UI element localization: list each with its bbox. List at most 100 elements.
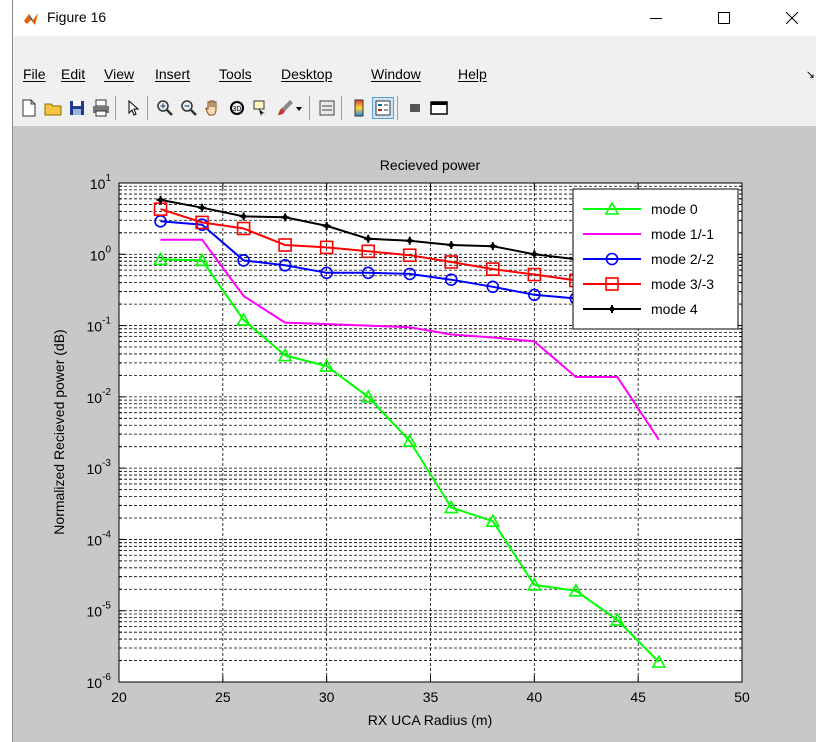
brush-icon[interactable] <box>275 98 295 118</box>
menu-window[interactable]: Window <box>371 66 421 82</box>
legend-entry[interactable]: mode 0 <box>583 201 698 217</box>
circle-marker[interactable] <box>528 288 541 302</box>
menu-file[interactable]: File <box>23 66 46 82</box>
square-marker[interactable] <box>319 240 334 255</box>
circle-marker[interactable] <box>605 252 619 266</box>
circle-marker[interactable] <box>278 259 292 272</box>
star-marker[interactable] <box>405 236 414 245</box>
star-marker[interactable] <box>198 203 207 212</box>
show-plot-tools-icon[interactable] <box>429 98 449 118</box>
maximize-button[interactable] <box>701 4 747 32</box>
pointer-icon[interactable] <box>123 98 143 118</box>
circle-marker[interactable] <box>361 266 375 280</box>
save-icon[interactable] <box>67 98 87 118</box>
open-file-icon[interactable] <box>43 98 63 118</box>
colorbar-icon[interactable] <box>349 98 369 118</box>
triangle-marker[interactable] <box>277 347 293 362</box>
y-tick-label: 101 <box>90 173 112 192</box>
triangle-marker[interactable] <box>194 252 210 267</box>
square-marker[interactable] <box>236 221 251 236</box>
toolbar-separator <box>115 96 116 120</box>
series-line[interactable] <box>160 220 576 300</box>
triangle-marker[interactable] <box>236 312 251 326</box>
square-marker[interactable] <box>527 267 542 282</box>
star-marker-dot <box>241 213 247 219</box>
star-marker[interactable] <box>530 250 539 259</box>
triangle-marker[interactable] <box>485 513 501 528</box>
star-marker[interactable] <box>364 234 373 243</box>
menu-desktop[interactable]: Desktop <box>281 66 333 82</box>
triangle-marker[interactable] <box>651 654 667 668</box>
triangle-marker[interactable] <box>526 577 542 591</box>
star-marker[interactable] <box>447 240 456 249</box>
matlab-icon <box>24 13 38 25</box>
circle-marker[interactable] <box>237 254 250 267</box>
triangle-marker[interactable] <box>443 499 459 514</box>
menu-edit[interactable]: Edit <box>61 66 86 82</box>
legend-entry[interactable]: mode 4 <box>583 301 698 317</box>
circle-marker[interactable] <box>444 273 458 287</box>
square-marker[interactable] <box>444 255 459 269</box>
hide-plot-tools-icon[interactable] <box>405 98 425 118</box>
square-marker[interactable] <box>402 248 417 263</box>
zoom-out-icon[interactable] <box>179 98 199 118</box>
rotate-3d-icon[interactable]: 3D <box>227 98 247 118</box>
legend[interactable]: mode 0 mode 1/-1 mode 2/-2 mode 3/-3 mode 4 <box>572 188 739 330</box>
dock-arrow-icon[interactable]: ↘ <box>805 69 815 81</box>
legend-entry[interactable]: mode 2/-2 <box>583 251 714 267</box>
x-axis-label: RX UCA Radius (m) <box>368 712 492 728</box>
link-plot-icon[interactable] <box>317 98 337 118</box>
circle-marker[interactable] <box>320 266 333 280</box>
legend-entry[interactable]: mode 3/-3 <box>583 276 714 292</box>
series-line[interactable] <box>160 238 660 441</box>
triangle-marker[interactable] <box>360 389 376 403</box>
square-marker[interactable] <box>361 244 376 259</box>
star-marker[interactable] <box>322 221 331 230</box>
series-line[interactable] <box>160 258 660 663</box>
y-tick-base: 10 <box>87 319 103 335</box>
x-tick-label: 35 <box>423 689 439 705</box>
y-tick-exponent: -5 <box>102 601 111 612</box>
print-icon[interactable] <box>91 98 111 118</box>
y-tick-exponent: 0 <box>105 244 111 255</box>
square-marker[interactable] <box>605 277 619 291</box>
circle-marker[interactable] <box>403 267 417 281</box>
menu-tools[interactable]: Tools <box>219 66 252 82</box>
title-bar: Figure 16 <box>13 0 816 36</box>
triangle-marker[interactable] <box>319 358 335 372</box>
square-marker[interactable] <box>485 262 500 276</box>
triangle-marker[interactable] <box>604 201 620 215</box>
legend-entry[interactable]: mode 1/-1 <box>583 226 714 242</box>
circle-marker[interactable] <box>486 280 500 294</box>
y-tick-label: 10-5 <box>87 601 112 620</box>
y-tick-label: 10-3 <box>87 458 112 477</box>
triangle-marker[interactable] <box>402 433 418 447</box>
star-marker[interactable] <box>281 213 290 222</box>
star-marker[interactable] <box>488 242 497 251</box>
series-line[interactable] <box>160 208 577 282</box>
new-figure-icon[interactable] <box>19 98 39 118</box>
menu-help[interactable]: Help <box>458 66 487 82</box>
star-marker[interactable] <box>239 212 248 221</box>
menu-insert[interactable]: Insert <box>155 66 191 82</box>
y-tick-base: 10 <box>90 247 106 263</box>
triangle-marker[interactable] <box>610 612 625 626</box>
zoom-in-icon[interactable] <box>155 98 175 118</box>
star-marker[interactable] <box>608 305 616 313</box>
square-marker[interactable] <box>195 215 209 230</box>
close-button[interactable] <box>769 4 815 32</box>
triangle-marker[interactable] <box>568 583 584 597</box>
pan-hand-icon[interactable] <box>203 98 223 118</box>
brush-dropdown-icon[interactable] <box>295 98 303 118</box>
x-tick-label: 30 <box>319 689 335 705</box>
data-cursor-icon[interactable] <box>251 98 271 118</box>
minimize-button[interactable] <box>633 4 679 32</box>
y-tick-exponent: -1 <box>102 316 111 327</box>
star-marker[interactable] <box>156 195 165 204</box>
y-tick-label: 10-2 <box>87 387 112 406</box>
square-marker[interactable] <box>278 238 292 252</box>
y-tick-exponent: -3 <box>102 458 111 469</box>
legend-icon[interactable] <box>372 97 394 119</box>
triangle-marker[interactable] <box>153 251 168 266</box>
menu-view[interactable]: View <box>104 66 135 82</box>
